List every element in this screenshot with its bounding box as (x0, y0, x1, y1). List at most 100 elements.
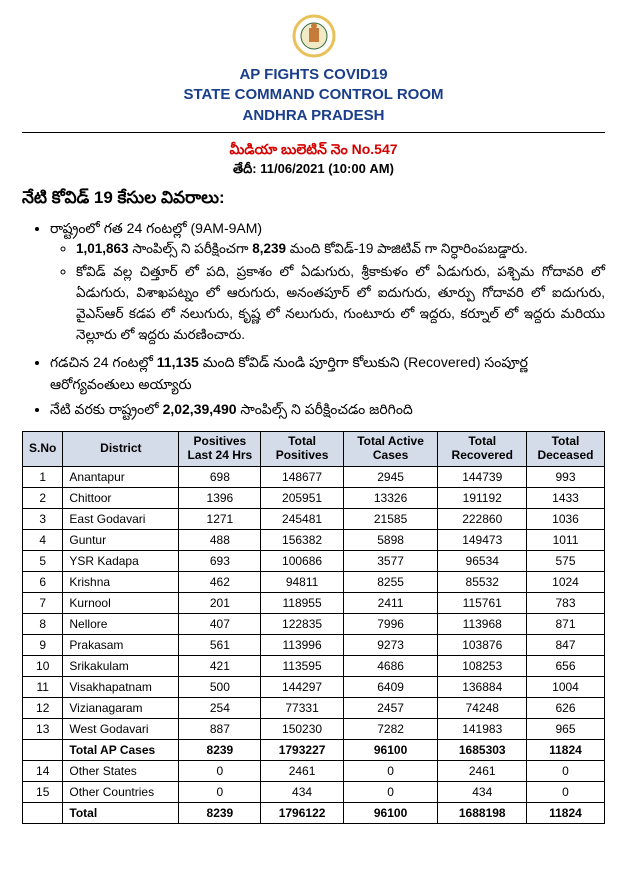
bullet-list: రాష్ట్రంలో గత 24 గంటల్లో (9AM-9AM) 1,01,… (22, 218, 605, 346)
cell: 0 (526, 760, 604, 781)
cell: 1688198 (438, 802, 527, 823)
table-row: 4Guntur48815638258981494731011 (23, 529, 605, 550)
cell: 222860 (438, 508, 527, 529)
cell: 7996 (343, 613, 438, 634)
cell: 965 (526, 718, 604, 739)
section-title: నేటి కోవిడ్ 19 కేసుల వివరాలు: (22, 188, 605, 212)
cell: 12 (23, 697, 63, 718)
th-district: District (63, 432, 179, 467)
cell: 656 (526, 655, 604, 676)
cell: 245481 (261, 508, 343, 529)
bullet-samples: 1,01,863 సాంపిల్స్ ని పరీక్షించగా 8,239 … (76, 239, 605, 260)
cell: 94811 (261, 571, 343, 592)
cell: 9273 (343, 634, 438, 655)
cell: 1036 (526, 508, 604, 529)
cell: 2461 (438, 760, 527, 781)
cell: 1793227 (261, 739, 343, 760)
cell: 434 (438, 781, 527, 802)
cell: 115761 (438, 592, 527, 613)
cell: 11824 (526, 802, 604, 823)
district-table: S.No District Positives Last 24 Hrs Tota… (22, 431, 605, 824)
cell: 149473 (438, 529, 527, 550)
cell: 8255 (343, 571, 438, 592)
cell: 4 (23, 529, 63, 550)
cell: 847 (526, 634, 604, 655)
cell: 144297 (261, 676, 343, 697)
th-deceased: Total Deceased (526, 432, 604, 467)
cell: 118955 (261, 592, 343, 613)
cell: 2457 (343, 697, 438, 718)
cell-district: Vizianagaram (63, 697, 179, 718)
cell: 136884 (438, 676, 527, 697)
cell-district: Other States (63, 760, 179, 781)
th-active: Total Active Cases (343, 432, 438, 467)
header-line-2: STATE COMMAND CONTROL ROOM (22, 85, 605, 105)
cell: 150230 (261, 718, 343, 739)
cell-district: Anantapur (63, 466, 179, 487)
cell: 1004 (526, 676, 604, 697)
cell: 2 (23, 487, 63, 508)
cell: 201 (179, 592, 261, 613)
cell: 0 (343, 781, 438, 802)
th-recov: Total Recovered (438, 432, 527, 467)
cell: 205951 (261, 487, 343, 508)
bullet-list-2: గడచిన 24 గంటల్లో 11,135 మంది కోవిడ్ నుండ… (22, 352, 605, 421)
cell: 11824 (526, 739, 604, 760)
table-row: 13West Godavari8871502307282141983965 (23, 718, 605, 739)
cell: 10 (23, 655, 63, 676)
cell-district: Total AP Cases (63, 739, 179, 760)
cell-district: Other Countries (63, 781, 179, 802)
cell: 871 (526, 613, 604, 634)
cell: 96100 (343, 802, 438, 823)
cell: 14 (23, 760, 63, 781)
cell: 6 (23, 571, 63, 592)
cell: 1685303 (438, 739, 527, 760)
cell: 141983 (438, 718, 527, 739)
table-row: 15Other Countries043404340 (23, 781, 605, 802)
cell: 1433 (526, 487, 604, 508)
table-row: 12Vizianagaram25477331245774248626 (23, 697, 605, 718)
cell: 108253 (438, 655, 527, 676)
cell: 8239 (179, 739, 261, 760)
cell: 8 (23, 613, 63, 634)
th-totpos: Total Positives (261, 432, 343, 467)
cell (23, 739, 63, 760)
cell: 7 (23, 592, 63, 613)
cell: 0 (526, 781, 604, 802)
table-row: 6Krishna462948118255855321024 (23, 571, 605, 592)
cell: 113996 (261, 634, 343, 655)
cell: 698 (179, 466, 261, 487)
cell: 4686 (343, 655, 438, 676)
cell-district: Kurnool (63, 592, 179, 613)
cell-district: Krishna (63, 571, 179, 592)
header-line-1: AP FIGHTS COVID19 (22, 65, 605, 85)
cell-district: Srikakulam (63, 655, 179, 676)
bulletin-date: తేదీ: 11/06/2021 (10:00 AM) (22, 161, 605, 180)
cell: 21585 (343, 508, 438, 529)
cell: 148677 (261, 466, 343, 487)
cell-district: Prakasam (63, 634, 179, 655)
cell-district: Chittoor (63, 487, 179, 508)
cell: 3577 (343, 550, 438, 571)
cell: 2461 (261, 760, 343, 781)
cell-district: East Godavari (63, 508, 179, 529)
cell: 1796122 (261, 802, 343, 823)
th-pos24: Positives Last 24 Hrs (179, 432, 261, 467)
cell: 0 (179, 760, 261, 781)
cell: 1024 (526, 571, 604, 592)
cell: 434 (261, 781, 343, 802)
table-row: 5YSR Kadapa693100686357796534575 (23, 550, 605, 571)
table-row: 9Prakasam5611139969273103876847 (23, 634, 605, 655)
cell: 561 (179, 634, 261, 655)
cell-district: YSR Kadapa (63, 550, 179, 571)
bullet-24hrs: రాష్ట్రంలో గత 24 గంటల్లో (9AM-9AM) 1,01,… (50, 218, 605, 346)
bullet-deaths: కోవిడ్ వల్ల చిత్తూర్ లో పది, ప్రకాశం లో … (76, 262, 605, 346)
cell: 122835 (261, 613, 343, 634)
cell: 2411 (343, 592, 438, 613)
cell: 113968 (438, 613, 527, 634)
cell: 407 (179, 613, 261, 634)
table-row: Total AP Cases82391793227961001685303118… (23, 739, 605, 760)
cell: 3 (23, 508, 63, 529)
cell: 0 (179, 781, 261, 802)
cell: 156382 (261, 529, 343, 550)
